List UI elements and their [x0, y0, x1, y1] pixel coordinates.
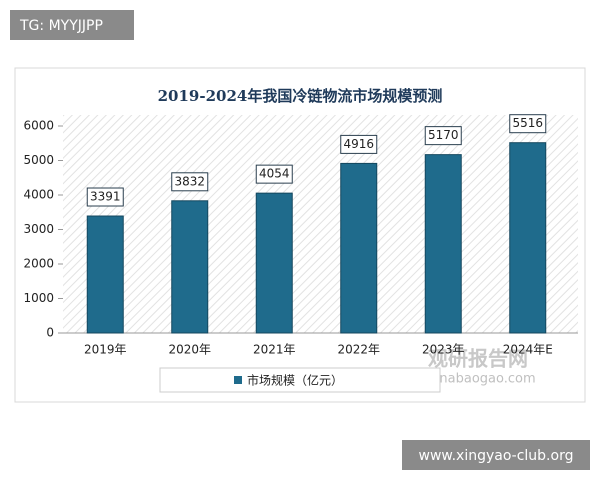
- bar: [255, 192, 293, 334]
- tag-box: [10, 10, 134, 40]
- x-tick-label: 2021年: [253, 343, 296, 357]
- data-label: 4054: [259, 167, 290, 181]
- bar: [171, 200, 209, 334]
- data-label: 5170: [428, 128, 459, 142]
- footer-text: www.xingyao-club.org: [419, 448, 574, 464]
- bar: [424, 154, 462, 334]
- data-label: 3391: [90, 190, 121, 204]
- tag-text: TG: MYYJJPP: [19, 18, 103, 34]
- x-tick-label: 2020年: [168, 343, 211, 357]
- watermark-url: chinabaogao.com: [420, 372, 535, 387]
- x-tick-label: 2023年: [422, 343, 465, 357]
- chart-title: 2019-2024年我国冷链物流市场规模预测: [158, 87, 443, 105]
- y-tick-label: 2000: [23, 257, 54, 271]
- x-tick-label: 2024年E: [503, 343, 553, 357]
- bar: [86, 215, 124, 334]
- legend-swatch: [234, 376, 242, 384]
- x-tick-label: 2019年: [84, 343, 127, 357]
- bar: [509, 142, 547, 334]
- data-label-box: [255, 164, 293, 184]
- data-label: 5516: [512, 116, 543, 130]
- y-tick-label: 6000: [23, 119, 54, 133]
- plot-background: [63, 115, 578, 333]
- y-tick-label: 4000: [23, 188, 54, 202]
- y-tick-label: 5000: [23, 153, 54, 167]
- data-label: 3832: [174, 174, 205, 188]
- y-tick-label: 1000: [23, 291, 54, 305]
- data-label-box: [86, 187, 124, 207]
- data-label-box: [509, 114, 547, 134]
- bar: [340, 162, 378, 334]
- legend-box: [159, 367, 441, 393]
- data-label-box: [424, 126, 462, 146]
- y-tick-label: 3000: [23, 222, 54, 236]
- x-tick-label: 2022年: [337, 343, 380, 357]
- y-tick-label: 0: [46, 326, 54, 340]
- data-label: 4916: [343, 137, 374, 151]
- footer-box: [402, 440, 590, 470]
- watermark-name: 观研报告网: [428, 347, 528, 371]
- legend-label: 市场规模（亿元）: [247, 373, 343, 388]
- data-label-box: [171, 172, 209, 192]
- data-label-box: [340, 134, 378, 154]
